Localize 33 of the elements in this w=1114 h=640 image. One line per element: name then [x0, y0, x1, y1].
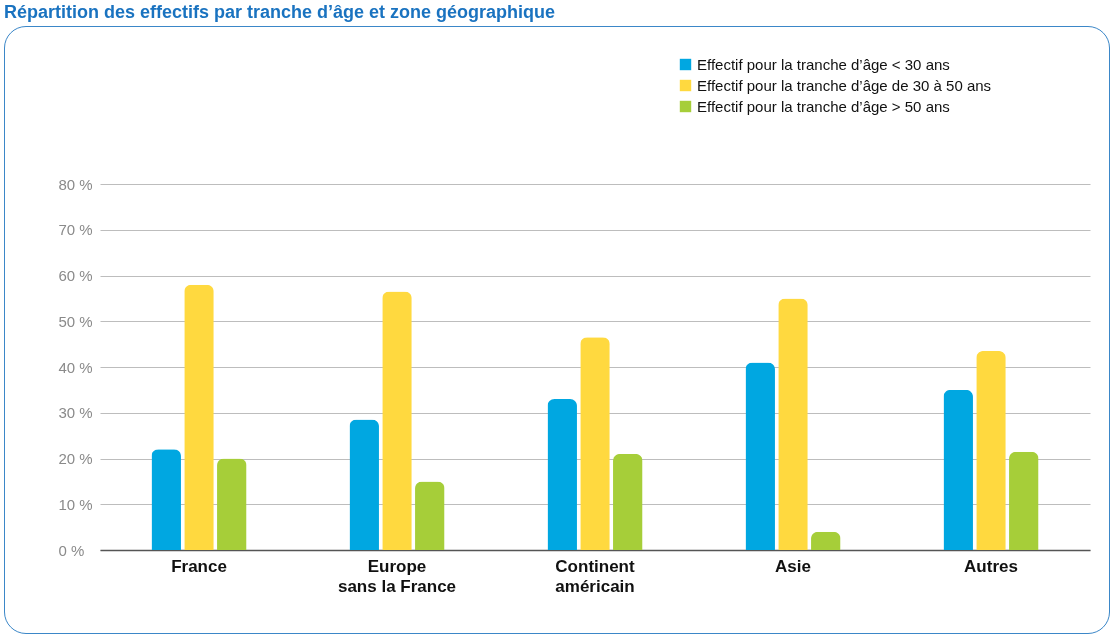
y-tick-label: 10 %	[58, 495, 93, 513]
legend-label: Effectif pour la tranche d’âge > 50 ans	[697, 97, 950, 115]
y-tick-label: 50 %	[58, 312, 93, 330]
x-tick-label: Autres	[964, 556, 1018, 576]
legend-label: Effectif pour la tranche d’âge < 30 ans	[697, 55, 950, 73]
x-tick-label: Europe sans la France	[337, 556, 457, 596]
bar	[349, 419, 379, 550]
x-tick-label: Asie	[775, 556, 811, 576]
y-tick-label: 60 %	[58, 267, 93, 284]
y-tick-label: 0 %	[58, 541, 85, 559]
bar	[184, 284, 214, 550]
bar	[415, 481, 445, 550]
bar	[976, 350, 1006, 550]
x-tick-label: Continent américain	[555, 556, 635, 596]
bar	[778, 298, 808, 550]
bar	[745, 362, 775, 550]
bar	[151, 449, 181, 550]
chart-title: Répartition des effectifs par tranche d’âge et zone géographique	[4, 2, 556, 23]
legend-label: Effectif pour la tranche d’âge de 30 à 50 ans	[697, 76, 992, 94]
bar	[943, 389, 973, 550]
y-tick-label: 30 %	[58, 404, 93, 422]
bar	[547, 399, 577, 550]
x-tick-label: France	[171, 556, 227, 576]
bar	[811, 531, 841, 550]
y-tick-label: 70 %	[58, 221, 93, 239]
bar	[1009, 451, 1039, 550]
bar	[217, 458, 247, 550]
bar	[613, 453, 643, 550]
y-tick-label: 40 %	[58, 358, 93, 376]
bar	[580, 337, 610, 550]
y-tick-label: 20 %	[58, 450, 93, 467]
bar	[382, 291, 412, 550]
y-tick-label: 80 %	[58, 175, 93, 193]
